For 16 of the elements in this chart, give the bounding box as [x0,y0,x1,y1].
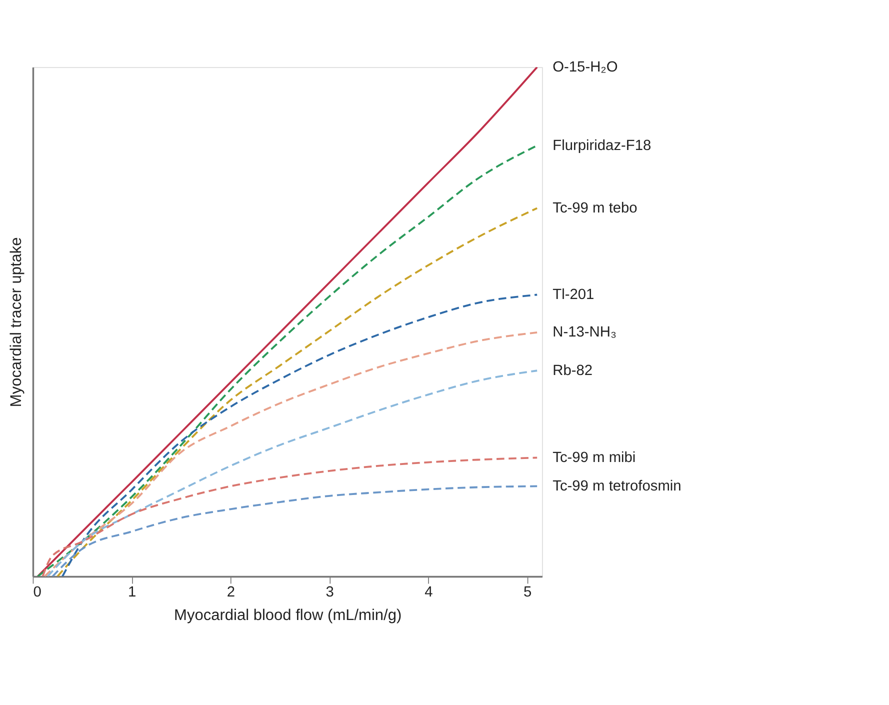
x-tick-label: 4 [424,584,433,601]
series-label: Flurpiridaz-F18 [552,138,652,154]
x-tick-label: 1 [128,584,136,601]
x-tick-label: 5 [524,584,532,601]
series-label: Rb-82 [552,362,593,379]
series-label: Tc-99 m tebo [552,200,638,216]
y-axis-title: Myocardial tracer uptake [8,237,26,408]
series-label: N-13-NH₃ [552,324,616,341]
x-axis-title: Myocardial blood flow (mL/min/g) [174,606,402,624]
x-tick-label: 3 [326,584,334,601]
series-label: Tc-99 m tetrofosmin [552,478,682,495]
series-label: Tl-201 [552,287,594,304]
x-tick-label: 0 [33,584,42,601]
x-tick-label: 2 [226,584,236,601]
series-label: O-15-H₂O [552,59,618,76]
series-label: Tc-99 m mibi [552,450,636,466]
